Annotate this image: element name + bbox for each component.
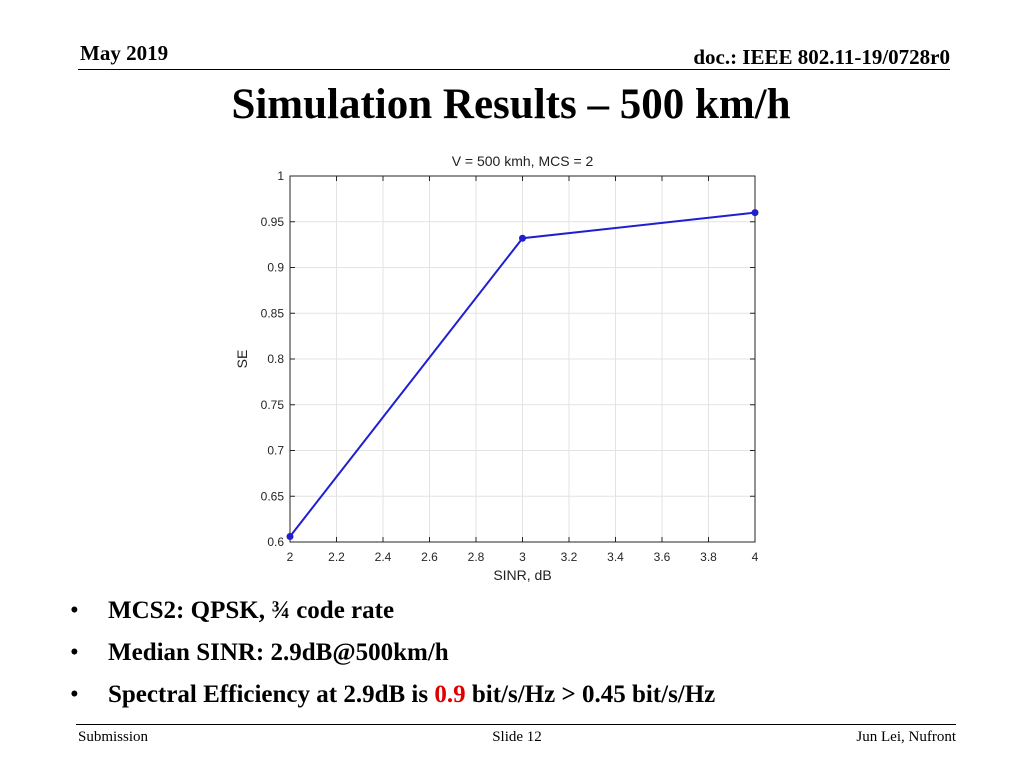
x-tick-label: 3.2 — [561, 550, 578, 564]
x-tick-label: 2.2 — [328, 550, 345, 564]
slide-title-text: Simulation Results – 500 km/h — [231, 81, 791, 128]
y-tick-label: 0.95 — [261, 215, 285, 229]
x-tick-label: 2.6 — [421, 550, 438, 564]
x-tick-label: 3.8 — [700, 550, 717, 564]
chart-series — [286, 209, 759, 541]
bullet-text: MCS2: QPSK, ¾ code rate — [108, 597, 395, 624]
x-axis-label: SINR, dB — [493, 567, 551, 583]
slide-title: Simulation Results – 500 km/h — [0, 80, 1024, 129]
bullet-marker: • — [70, 597, 79, 624]
y-tick-label: 0.8 — [267, 352, 284, 366]
x-tick-label: 2.8 — [468, 550, 485, 564]
footer-slide-number: Slide 12 — [492, 729, 542, 745]
x-tick-label: 3 — [519, 550, 526, 564]
data-point — [519, 234, 526, 242]
y-tick-label: 0.7 — [267, 444, 284, 458]
bullet-text: bit/s/Hz > 0.45 bit/s/Hz — [465, 681, 716, 708]
bullet-text: Median SINR: 2.9dB@500km/h — [108, 639, 449, 666]
y-tick-label: 0.9 — [267, 261, 284, 275]
chart-ticks: 2 2.2 2.4 2.6 2.8 3 3.2 3.4 3.6 3.8 4 0.6 0.65 0.7 0.7… — [261, 169, 759, 564]
x-tick-label: 4 — [752, 550, 759, 564]
se-vs-sinr-chart: 2 2.2 2.4 2.6 2.8 3 3.2 3.4 3.6 3.8 4 0.6 0.65 0.7 0.7… — [234, 153, 759, 583]
bullet-marker: • — [70, 681, 79, 708]
footer-submission: Submission — [78, 729, 149, 745]
x-tick-label: 3.4 — [607, 550, 624, 564]
footer-divider — [76, 724, 956, 725]
bullet-marker: • — [70, 639, 79, 666]
y-axis-label: SE — [234, 350, 250, 369]
chart-title: V = 500 kmh, MCS = 2 — [452, 153, 594, 169]
data-point — [751, 209, 759, 217]
bullet-median-sinr: • Median SINR: 2.9dB@500km/h — [70, 634, 715, 676]
y-tick-label: 0.85 — [261, 306, 285, 320]
highlight-value: 0.9 — [434, 681, 466, 708]
header-doc-id: doc.: IEEE 802.11-19/0728r0 — [693, 45, 950, 69]
bullet-spectral-efficiency: • Spectral Efficiency at 2.9dB is 0.9 bit… — [70, 676, 715, 718]
data-point — [286, 533, 294, 541]
y-tick-label: 0.6 — [267, 535, 284, 549]
chart-grid — [289, 175, 756, 543]
y-tick-label: 0.65 — [261, 489, 285, 503]
x-tick-label: 2.4 — [375, 550, 392, 564]
footer-author: Jun Lei, Nufront — [856, 729, 956, 745]
header-date: May 2019 — [80, 41, 169, 65]
x-tick-label: 3.6 — [654, 550, 671, 564]
header-divider — [78, 69, 950, 70]
x-tick-label: 2 — [287, 550, 294, 564]
bullet-modulation: • MCS2: QPSK, ¾ code rate — [70, 592, 715, 634]
bullet-list: • MCS2: QPSK, ¾ code rate • Median SINR: 2… — [70, 592, 715, 718]
bullet-text: Spectral Efficiency at 2.9dB is — [108, 681, 435, 708]
y-tick-label: 1 — [277, 169, 284, 183]
y-tick-label: 0.75 — [261, 398, 285, 412]
